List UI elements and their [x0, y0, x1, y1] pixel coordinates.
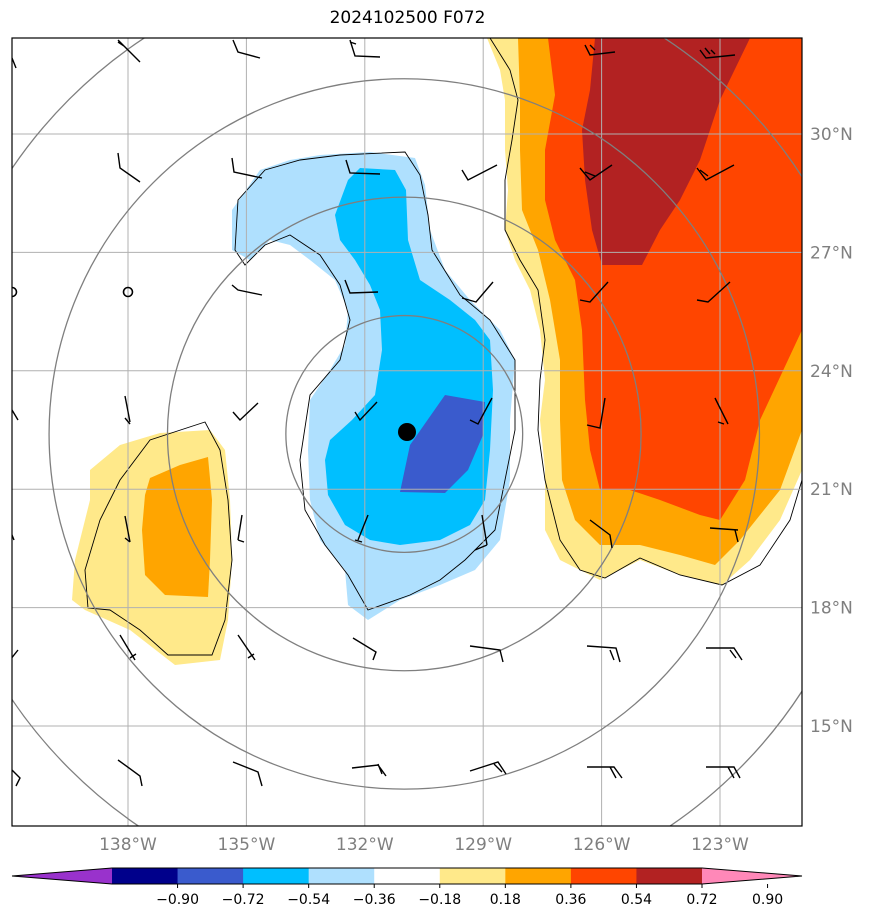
contour-fill-0.36: [142, 457, 212, 597]
colorbar-tick-label: 0.18: [490, 892, 521, 908]
range-ring: [166, 196, 642, 672]
colorbar-segment: [112, 868, 179, 884]
wind-barb: [117, 152, 735, 183]
colorbar-segment: [570, 868, 637, 884]
lat-tick-label: 27°N: [810, 243, 853, 263]
lat-tick-label: 15°N: [810, 717, 853, 737]
colorbar-segment: [505, 868, 572, 884]
colorbar-tick-label: 0.72: [686, 892, 717, 908]
range-ring: [285, 314, 524, 553]
wind-barb: [12, 759, 741, 787]
wind-barbs: [12, 39, 743, 787]
colorbar-tick-label: 0.36: [555, 892, 586, 908]
contour-fill-0.72: [582, 38, 750, 265]
colorbar-segment: [374, 868, 441, 884]
storm-center-marker: [398, 423, 416, 441]
lat-tick-label: 21°N: [810, 480, 853, 500]
contour-line-central: [234, 151, 516, 611]
lon-tick-label: 132°W: [336, 835, 394, 855]
lon-tick-label: 138°W: [99, 835, 157, 855]
lon-tick-label: 129°W: [454, 835, 512, 855]
colorbar-segment: [243, 868, 310, 884]
wind-barb: [12, 514, 739, 551]
lon-tick-label: 135°W: [218, 835, 276, 855]
wind-barb: [12, 39, 736, 69]
lon-tick-label: 126°W: [573, 835, 631, 855]
colorbar-tick-label: −0.36: [353, 892, 396, 908]
lat-tick-label: 18°N: [810, 599, 853, 619]
colorbar-tick-label: −0.72: [222, 892, 265, 908]
colorbar-tick-label: 0.54: [621, 892, 652, 908]
colorbar-segment: [439, 868, 506, 884]
contour-fill-neg-0.54: [400, 395, 485, 493]
left-edge-marker: [12, 286, 18, 298]
positive-anomaly-east: [487, 38, 802, 585]
colorbar-segment: [308, 868, 375, 884]
wind-barb: [12, 279, 731, 303]
longitude-labels: 138°W 135°W 132°W 129°W 126°W 123°W: [99, 835, 749, 855]
map-frame: [11, 37, 803, 827]
map-title: 2024102500 F072: [329, 8, 486, 28]
colorbar-tick-label: −0.18: [418, 892, 461, 908]
colorbar-tick-label: −0.54: [287, 892, 330, 908]
latitude-labels: 15°N 18°N 21°N 24°N 27°N 30°N: [810, 125, 853, 737]
range-ring: [48, 78, 761, 790]
wind-barb: [12, 634, 743, 663]
lat-tick-label: 30°N: [810, 125, 853, 145]
colorbar-tick-label: −0.90: [156, 892, 199, 908]
colorbar-extend-low: [12, 868, 112, 884]
lat-tick-label: 24°N: [810, 362, 853, 382]
gridlines: [12, 38, 802, 826]
zero-contours: [84, 38, 802, 656]
colorbar-extend-high: [702, 868, 802, 884]
colorbar-segment: [636, 868, 703, 884]
contour-line-west: [84, 421, 233, 656]
contour-line-east: [489, 38, 802, 586]
secondary-circle-marker: [122, 286, 134, 298]
colorbar-segment: [177, 868, 244, 884]
colorbar-outline: [11, 867, 803, 885]
wind-barb: [12, 395, 729, 429]
colorbar: −0.90 −0.72 −0.54 −0.36 −0.18 0.18 0.36 0.54 0.7…: [11, 867, 803, 908]
colorbar-tick-label: 0.90: [752, 892, 783, 908]
lon-tick-label: 123°W: [691, 835, 749, 855]
